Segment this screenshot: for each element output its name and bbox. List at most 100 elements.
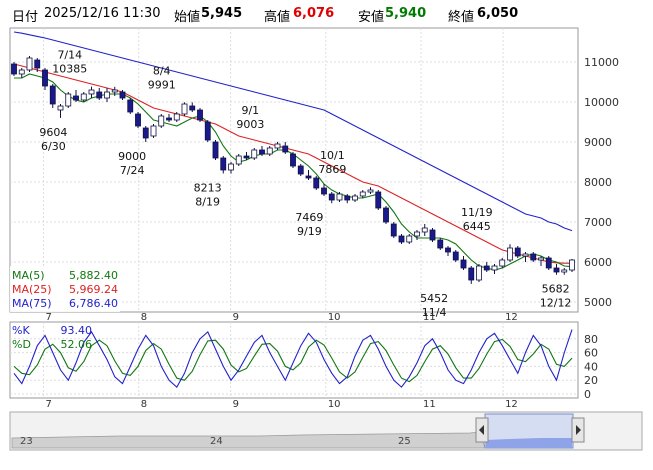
stoch-grid — [10, 338, 578, 395]
candle — [483, 265, 490, 271]
candle — [553, 267, 560, 273]
price-annotation: 12/12 — [540, 297, 572, 310]
price-y-tick: 11000 — [584, 56, 619, 69]
candle — [166, 117, 172, 121]
price-y-tick: 9000 — [584, 136, 612, 149]
k-value: 93.40 — [61, 324, 93, 337]
candle — [220, 157, 227, 171]
chevron-left-icon — [479, 425, 484, 435]
candle — [49, 85, 56, 105]
candle — [429, 229, 436, 241]
stoch-y-tick: 20 — [584, 374, 598, 387]
candle — [18, 69, 25, 75]
month-label: 8 — [141, 399, 147, 410]
candle — [452, 251, 459, 261]
candle — [390, 223, 397, 237]
candle — [73, 95, 79, 101]
price-annotation: 6/30 — [41, 140, 66, 153]
price-annotation: 8213 — [194, 181, 222, 194]
ma75-label: MA(75) — [12, 297, 52, 310]
datetime-value: 2025/12/16 11:30 — [44, 6, 161, 21]
price-annotation: 9000 — [118, 150, 146, 163]
candle — [96, 91, 103, 99]
high-label: 高値 — [264, 10, 291, 25]
candle — [212, 141, 219, 159]
stoch-y-tick: 0 — [584, 388, 591, 401]
candle — [437, 239, 444, 249]
ma5-value: 5,882.40 — [69, 269, 118, 282]
candle — [522, 253, 529, 257]
nav-label-24: 24 — [210, 436, 223, 447]
candle — [499, 259, 506, 267]
low-label: 安値 — [358, 10, 385, 25]
price-panel — [9, 27, 579, 313]
price-grid — [10, 61, 578, 303]
price-y-tick: 6000 — [584, 256, 612, 269]
ma75-value: 6,786.40 — [69, 297, 118, 310]
month-label: 11 — [423, 399, 436, 410]
candle — [359, 191, 366, 197]
k-label: %K — [12, 324, 30, 337]
candle — [119, 91, 126, 99]
candle — [367, 189, 374, 193]
d-label: %D — [12, 338, 31, 351]
month-label: 8 — [141, 312, 147, 323]
candle — [150, 125, 157, 137]
candle — [251, 149, 258, 159]
candle — [305, 175, 312, 179]
candle — [328, 193, 335, 201]
candle — [57, 105, 64, 111]
price-annotation: 8/19 — [195, 195, 220, 208]
month-label: 7 — [46, 312, 52, 323]
price-y-ticks: 5000 6000 7000 8000 9000 10000 11000 — [584, 56, 619, 309]
month-axis-bottom: 7 8 9 10 11 12 — [46, 399, 518, 410]
nav-label-25: 25 — [398, 436, 411, 447]
stoch-d-line — [13, 338, 573, 383]
price-y-tick: 7000 — [584, 216, 612, 229]
candle — [336, 193, 343, 201]
candle — [111, 89, 118, 93]
chevron-right-icon — [576, 425, 581, 435]
candle — [321, 187, 327, 195]
candle — [127, 99, 134, 113]
price-annotation: 7/14 — [57, 49, 82, 62]
candle — [398, 235, 405, 243]
candle — [491, 265, 498, 271]
navigator-selection-overview — [486, 438, 572, 448]
candle — [65, 93, 72, 107]
open-label: 始値 — [174, 10, 201, 25]
price-annotation: 10/1 — [320, 149, 345, 162]
price-annotation: 11/19 — [461, 206, 493, 219]
ma25-label: MA(25) — [12, 283, 52, 296]
candle — [158, 115, 165, 127]
low-value: 5,940 — [385, 6, 427, 21]
date-label: 日付 — [12, 10, 39, 25]
price-annotation: 9604 — [39, 126, 67, 139]
candle — [228, 163, 234, 171]
ma25-value: 5,969.24 — [69, 283, 118, 296]
month-label: 9 — [233, 399, 239, 410]
price-annotation: 7869 — [318, 163, 346, 176]
ma5-label: MA(5) — [12, 269, 45, 282]
candle — [507, 247, 513, 261]
price-annotation: 9/19 — [297, 225, 322, 238]
close-value: 6,050 — [477, 6, 519, 21]
candle — [344, 195, 351, 201]
stoch-y-tick: 80 — [584, 333, 598, 346]
d-value: 52.06 — [61, 338, 93, 351]
price-annotation: 9/1 — [241, 104, 259, 117]
stoch-k-line — [13, 329, 573, 388]
candle — [80, 93, 87, 101]
candle — [282, 145, 289, 153]
candle — [421, 227, 428, 233]
price-annotation: 5682 — [542, 283, 570, 296]
candle — [445, 247, 451, 253]
price-annotation: 5452 — [420, 292, 448, 305]
month-label: 9 — [233, 312, 239, 323]
stoch-y-tick: 40 — [584, 360, 598, 373]
candle — [406, 235, 413, 243]
month-label: 10 — [328, 399, 341, 410]
